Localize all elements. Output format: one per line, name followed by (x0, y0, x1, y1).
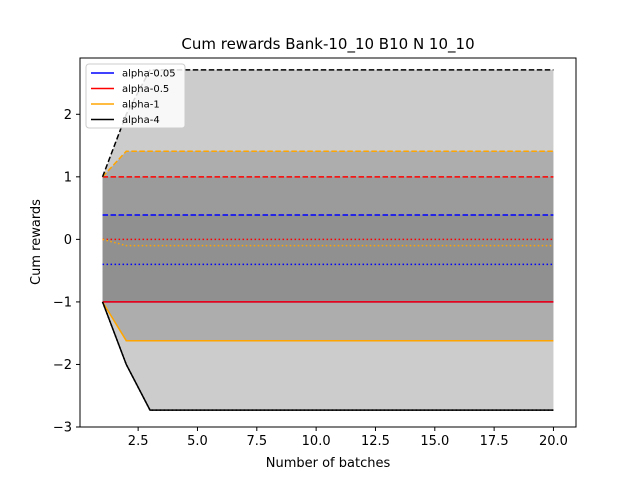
legend-label-alpha-0.05: alpha-0.05 (122, 69, 176, 80)
y-tick-label: −2 (53, 358, 72, 373)
legend: alpha-0.05 alpha-0.5 alpha-1 alpha-4 (85, 63, 186, 129)
mean-line-alpha-1 (102, 238, 554, 247)
lower-line-alpha-1 (101, 301, 554, 342)
legend-label-alpha-1: alpha-1 (122, 100, 160, 111)
y-tick-label: −1 (53, 295, 72, 310)
legend-label-alpha-0.5: alpha-0.5 (122, 84, 169, 95)
y-tick-label: −3 (53, 421, 72, 436)
chart-title: Cum rewards Bank-10_10 B10 N 10_10 (181, 35, 474, 54)
legend-box (85, 63, 186, 129)
axes-frame (79, 57, 577, 428)
confidence-bands (102, 69, 554, 411)
x-tick-label: 15.0 (420, 434, 449, 449)
y-axis-ticks: −3 −2 −1 0 1 2 (53, 108, 80, 436)
x-tick-label: 7.5 (246, 434, 267, 449)
lower-line-alpha-4 (101, 301, 554, 411)
y-tick-label: 0 (64, 233, 72, 248)
x-tick-label: 5.0 (187, 434, 208, 449)
x-tick-label: 12.5 (361, 434, 390, 449)
band-alpha-0.05 (102, 214, 554, 302)
y-tick-label: 2 (64, 108, 72, 123)
x-tick-label: 20.0 (539, 434, 568, 449)
y-axis-label: Cum rewards (29, 199, 44, 285)
x-tick-label: 17.5 (480, 434, 509, 449)
legend-label-alpha-4: alpha-4 (122, 115, 160, 126)
upper-line-alpha-1 (101, 150, 554, 178)
band-alpha-1 (102, 151, 554, 341)
x-axis-ticks: 2.5 5.0 7.5 10.0 12.5 15.0 17.5 20.0 (128, 427, 568, 449)
x-axis-label: Number of batches (266, 456, 391, 471)
x-tick-label: 2.5 (128, 434, 149, 449)
y-tick-label: 1 (64, 170, 72, 185)
x-tick-label: 10.0 (302, 434, 331, 449)
